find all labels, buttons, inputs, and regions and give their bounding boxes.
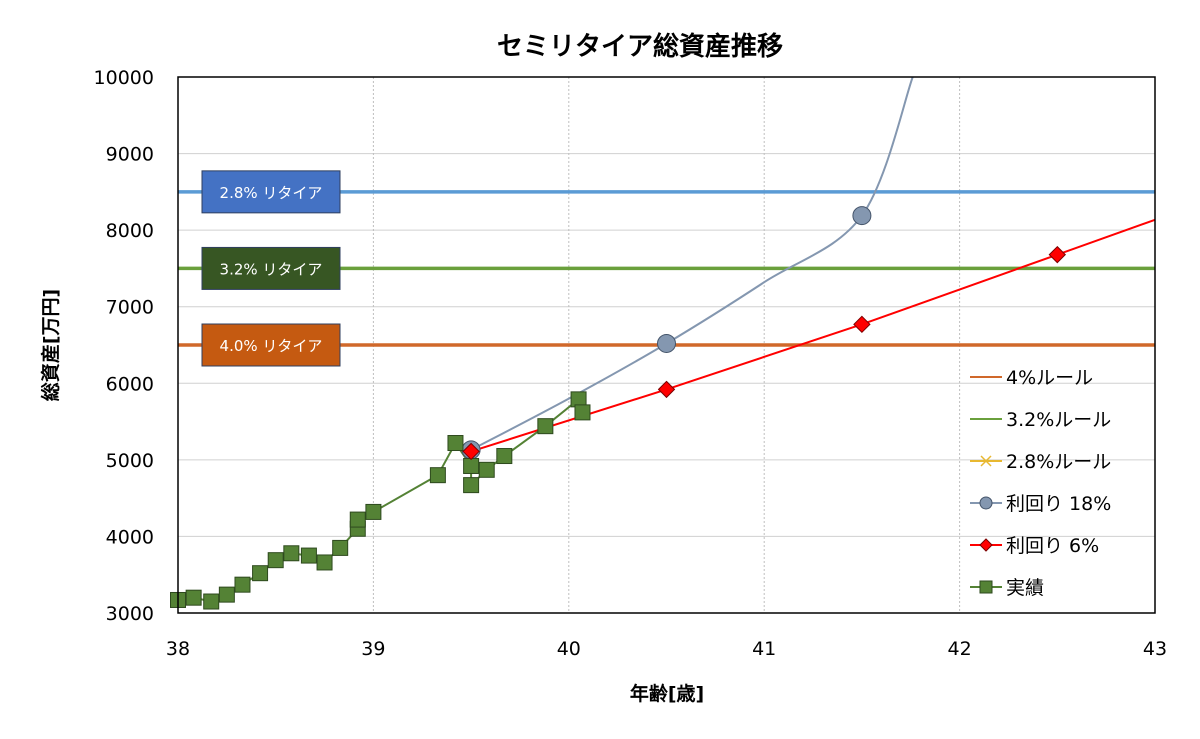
marker-actual	[252, 565, 269, 582]
marker-actual	[365, 503, 382, 520]
tick-labels: 3000 4000 5000 6000 7000 8000 9000 10000 38 39 40 4…	[94, 67, 1168, 660]
legend-label: 4%ルール	[1006, 367, 1093, 389]
chart-title: セミリタイア総資産推移	[497, 31, 783, 62]
legend-item: 4%ルール	[970, 367, 1093, 389]
x-tick-label: 41	[752, 638, 776, 660]
y-tick-label: 9000	[106, 144, 154, 166]
marker-actual	[574, 404, 591, 421]
y-tick-label: 4000	[106, 526, 154, 548]
legend-item: 2.8%ルール	[970, 451, 1111, 473]
series-line-return-18	[470, 77, 914, 451]
legend-label: 3.2%ルール	[1006, 409, 1111, 431]
reference-label-box	[201, 246, 341, 290]
legend-label: 利回り 6%	[1006, 535, 1099, 557]
marker-actual	[316, 554, 333, 571]
marker-actual	[218, 586, 235, 603]
marker-actual	[478, 461, 495, 478]
marker-return-6	[1048, 245, 1067, 264]
legend-item: 3.2%ルール	[970, 409, 1111, 431]
y-tick-label: 8000	[106, 220, 154, 242]
y-tick-label: 6000	[106, 373, 154, 395]
plot-frame	[177, 76, 1156, 614]
marker-actual	[332, 539, 349, 556]
marker-actual	[463, 457, 480, 474]
marker-actual	[463, 477, 480, 494]
marker-actual	[429, 467, 446, 484]
reference-label-box	[201, 323, 341, 367]
series-layer	[170, 77, 1156, 610]
y-tick-label: 7000	[106, 297, 154, 319]
marker-return-6	[462, 442, 480, 461]
marker-actual	[234, 576, 251, 593]
reference-label-box	[201, 170, 341, 214]
legend-marker-square	[979, 580, 993, 594]
marker-actual	[203, 593, 220, 610]
marker-actual	[537, 418, 554, 435]
reference-label: 4.0% リタイア	[220, 337, 323, 355]
marker-actual	[283, 545, 300, 562]
marker-actual	[496, 448, 513, 465]
legend-marker-diamond	[979, 538, 993, 552]
legend-item: 利回り 6%	[970, 535, 1099, 557]
y-axis-label: 総資産[万円]	[39, 289, 62, 401]
x-tick-label: 42	[948, 638, 972, 660]
x-axis-label: 年齢[歳]	[630, 682, 704, 705]
legend-label: 実績	[1006, 577, 1044, 599]
x-tick-label: 38	[166, 638, 190, 660]
y-tick-label: 5000	[106, 450, 154, 472]
x-tick-label: 39	[361, 638, 385, 660]
y-tick-label: 10000	[94, 67, 154, 89]
marker-actual	[300, 547, 317, 564]
marker-return-6	[853, 315, 871, 334]
x-tick-label: 40	[557, 638, 581, 660]
marker-actual	[349, 511, 366, 528]
y-tick-label: 3000	[106, 603, 154, 625]
legend-marker-circle	[979, 496, 993, 510]
legend-label: 利回り 18%	[1006, 493, 1111, 515]
legend-item: 実績	[970, 577, 1044, 599]
reference-lines: 2.8% リタイア 3.2% リタイア 4.0% リタイア	[178, 170, 1155, 367]
reference-label: 2.8% リタイア	[220, 184, 323, 202]
x-tick-label: 43	[1143, 638, 1167, 660]
marker-return-6	[657, 380, 676, 399]
reference-label: 3.2% リタイア	[220, 260, 323, 278]
legend-item: 利回り 18%	[970, 493, 1111, 515]
marker-actual	[185, 589, 202, 606]
marker-actual	[267, 552, 284, 569]
marker-return-18	[657, 333, 676, 353]
legend-marker-x	[980, 455, 992, 467]
marker-actual	[447, 435, 464, 452]
legend-label: 2.8%ルール	[1006, 451, 1111, 473]
series-line-actual	[177, 397, 584, 603]
marker-return-18	[852, 206, 872, 226]
